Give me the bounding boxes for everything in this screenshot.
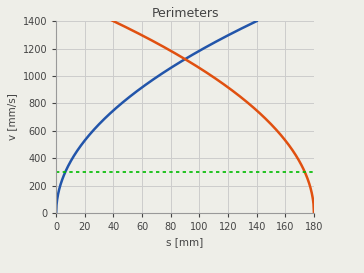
Deceleration (7000mm/s²) xyxy=(171,50,175,54)
Line: Deceleration (7000mm/s²): Deceleration (7000mm/s²) xyxy=(56,0,314,213)
Deceleration (7000mm/s²) xyxy=(100,14,104,17)
X-axis label: s [mm]: s [mm] xyxy=(166,238,204,248)
Acceleration (7000mm/s²) xyxy=(172,64,177,67)
Acceleration (7000mm/s²) xyxy=(54,211,58,215)
Y-axis label: v [mm/s]: v [mm/s] xyxy=(7,94,17,141)
Deceleration (7000mm/s²) xyxy=(312,211,316,215)
Deceleration (7000mm/s²) xyxy=(226,86,230,89)
Acceleration (7000mm/s²) xyxy=(145,82,149,85)
Deceleration (7000mm/s²) xyxy=(120,24,124,27)
Acceleration (7000mm/s²) xyxy=(188,55,192,58)
Deceleration (7000mm/s²) xyxy=(248,103,252,106)
Acceleration (7000mm/s²) xyxy=(254,19,259,23)
Acceleration (7000mm/s²) xyxy=(90,130,94,134)
Acceleration (7000mm/s²) xyxy=(106,114,110,117)
Line: Acceleration (7000mm/s²): Acceleration (7000mm/s²) xyxy=(56,21,257,213)
Deceleration (7000mm/s²) xyxy=(206,72,210,75)
Acceleration (7000mm/s²) xyxy=(205,45,209,48)
Title: Perimeters: Perimeters xyxy=(151,7,219,20)
